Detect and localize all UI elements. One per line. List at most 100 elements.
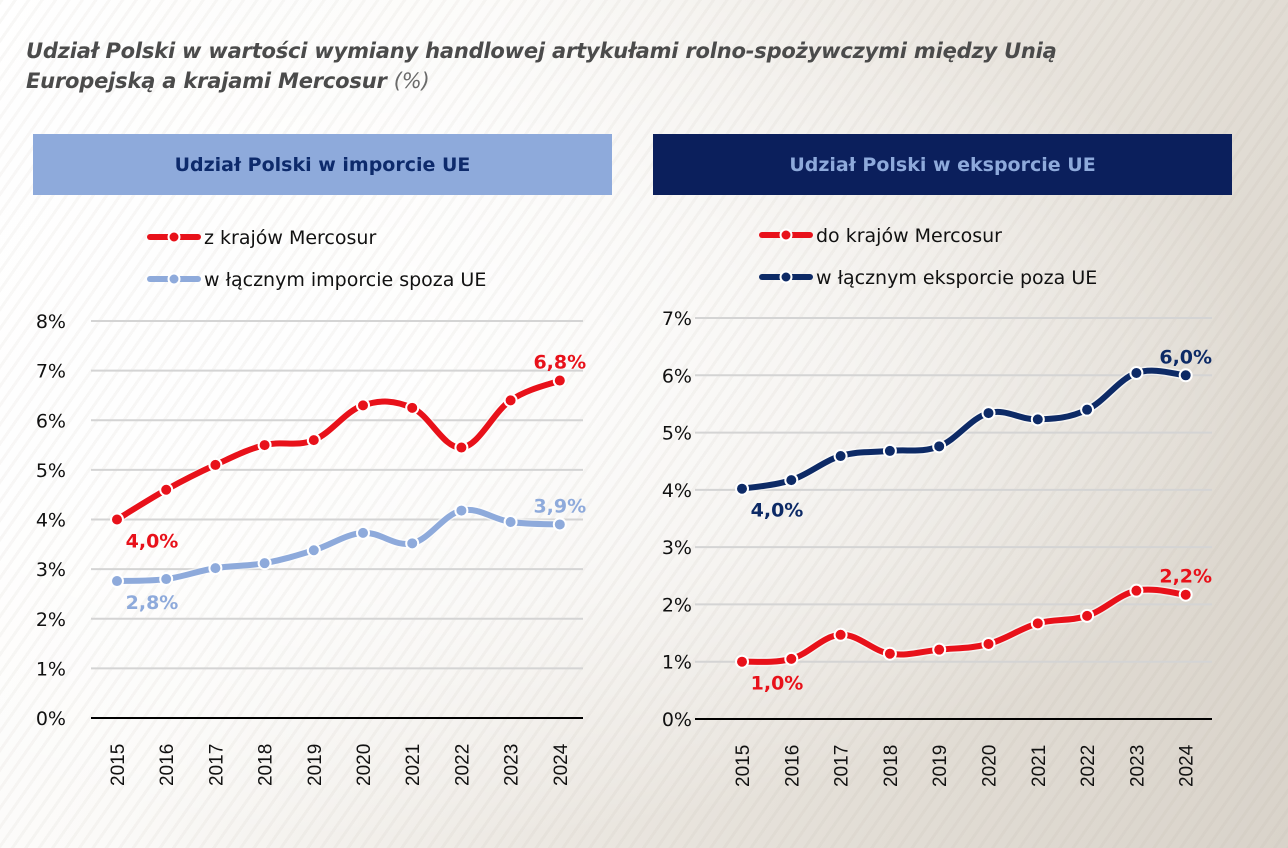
x-tick-label: 2024 — [551, 743, 572, 786]
legend-marker-icon — [779, 270, 793, 284]
legend-label: w łącznym eksporcie poza UE — [816, 267, 1097, 289]
x-tick-label: 2019 — [930, 745, 951, 787]
data-point-marker — [110, 574, 124, 589]
title-line-2-text: Europejską a krajami Mercosur — [26, 69, 387, 93]
data-point-marker — [503, 393, 518, 408]
export-series-0-line — [739, 586, 1189, 665]
y-tick-label: 7% — [36, 361, 66, 383]
data-value-label: 3,9% — [533, 495, 586, 517]
data-value-label: 6,0% — [1159, 346, 1212, 368]
data-point-marker — [932, 642, 947, 657]
data-point-marker — [1030, 616, 1045, 631]
export-legend-item-1: w łącznym eksporcie poza UE — [759, 267, 1097, 289]
import-legend-item-1: w łącznym imporcie spoza UE — [147, 269, 486, 291]
x-tick-label: 2020 — [980, 745, 1001, 787]
x-tick-label: 2017 — [832, 745, 853, 787]
legend-label: z krajów Mercosur — [204, 227, 376, 249]
data-point-marker — [552, 373, 567, 388]
y-tick-label: 1% — [36, 658, 66, 680]
data-point-marker — [981, 636, 996, 651]
data-point-marker — [784, 473, 799, 488]
legend-marker-icon — [167, 272, 181, 286]
data-point-marker — [159, 572, 174, 587]
y-tick-label: 4% — [36, 510, 66, 532]
data-value-label: 4,0% — [126, 531, 179, 553]
y-tick-label: 7% — [662, 308, 692, 330]
y-tick-label: 0% — [662, 709, 692, 731]
data-point-marker — [208, 561, 223, 576]
data-value-label: 2,8% — [126, 592, 179, 614]
y-tick-label: 2% — [36, 609, 66, 631]
legend-label: do krajów Mercosur — [816, 225, 1002, 247]
data-point-marker — [932, 439, 947, 454]
data-point-marker — [356, 525, 370, 540]
x-tick-label: 2021 — [1029, 745, 1050, 787]
export-legend-item-0: do krajów Mercosur — [759, 225, 1002, 247]
data-point-marker — [356, 398, 370, 413]
data-point-marker — [1178, 587, 1193, 602]
title-line-1: Udział Polski w wartości wymiany handlow… — [26, 39, 1057, 63]
data-point-marker — [454, 440, 469, 455]
data-point-marker — [454, 503, 469, 518]
y-tick-label: 5% — [36, 460, 66, 482]
data-value-label: 6,8% — [533, 352, 586, 374]
data-point-marker — [257, 438, 272, 453]
y-tick-label: 6% — [662, 365, 692, 387]
data-point-marker — [1080, 402, 1095, 417]
import-share-chart: 0% 1% 2% 3% 4% 5% 6% 7% 8% 2015 2016 2017 2018 2019 20… — [36, 227, 586, 786]
data-point-marker — [257, 556, 272, 571]
title-line-2: Europejską a krajami Mercosur (%) — [26, 66, 1226, 96]
legend-marker-icon — [779, 228, 793, 242]
data-point-marker — [306, 433, 321, 448]
legend-marker-icon — [167, 230, 181, 244]
data-point-marker — [306, 543, 321, 558]
legend-label: w łącznym imporcie spoza UE — [204, 269, 486, 291]
data-point-marker — [981, 406, 996, 421]
x-tick-label: 2015 — [108, 744, 129, 786]
title-unit: (%) — [393, 69, 430, 93]
y-tick-label: 6% — [36, 410, 66, 432]
y-tick-label: 3% — [36, 559, 66, 581]
y-tick-label: 4% — [662, 480, 692, 502]
data-point-marker — [1030, 412, 1045, 427]
data-point-marker — [110, 512, 124, 527]
data-point-marker — [405, 400, 420, 415]
export-panel-title: Udział Polski w eksporcie UE — [789, 153, 1096, 176]
data-value-label: 1,0% — [751, 673, 804, 695]
x-tick-label: 2024 — [1177, 744, 1198, 787]
data-point-marker — [1080, 608, 1095, 623]
x-tick-label: 2016 — [782, 745, 803, 787]
x-tick-label: 2023 — [502, 744, 523, 786]
export-series-1-line — [739, 367, 1189, 492]
x-tick-label: 2021 — [403, 744, 424, 786]
data-point-marker — [735, 654, 749, 669]
x-tick-label: 2015 — [733, 745, 754, 787]
import-panel-header: Udział Polski w imporcie UE — [33, 134, 612, 195]
data-point-marker — [1129, 365, 1144, 380]
data-value-label: 4,0% — [751, 500, 804, 522]
data-point-marker — [784, 651, 799, 666]
data-point-marker — [735, 481, 749, 496]
y-tick-label: 0% — [36, 708, 66, 730]
y-tick-label: 3% — [662, 537, 692, 559]
data-point-marker — [159, 482, 174, 497]
x-tick-label: 2016 — [157, 744, 178, 786]
data-point-marker — [833, 449, 848, 464]
data-point-marker — [833, 627, 848, 642]
y-tick-label: 8% — [36, 311, 66, 333]
page-title: Udział Polski w wartości wymiany handlow… — [26, 36, 1226, 96]
data-point-marker — [1178, 368, 1193, 383]
x-tick-label: 2022 — [1078, 745, 1099, 787]
export-panel-header: Udział Polski w eksporcie UE — [653, 134, 1232, 195]
data-point-marker — [882, 443, 897, 458]
data-point-marker — [1129, 583, 1144, 598]
y-tick-label: 2% — [662, 594, 692, 616]
x-tick-label: 2023 — [1127, 745, 1148, 787]
import-legend-item-0: z krajów Mercosur — [147, 227, 376, 249]
y-tick-label: 1% — [662, 652, 692, 674]
x-tick-label: 2017 — [206, 744, 227, 786]
x-tick-label: 2020 — [354, 744, 375, 786]
import-series-0-line — [114, 377, 563, 523]
x-tick-label: 2018 — [881, 745, 902, 787]
